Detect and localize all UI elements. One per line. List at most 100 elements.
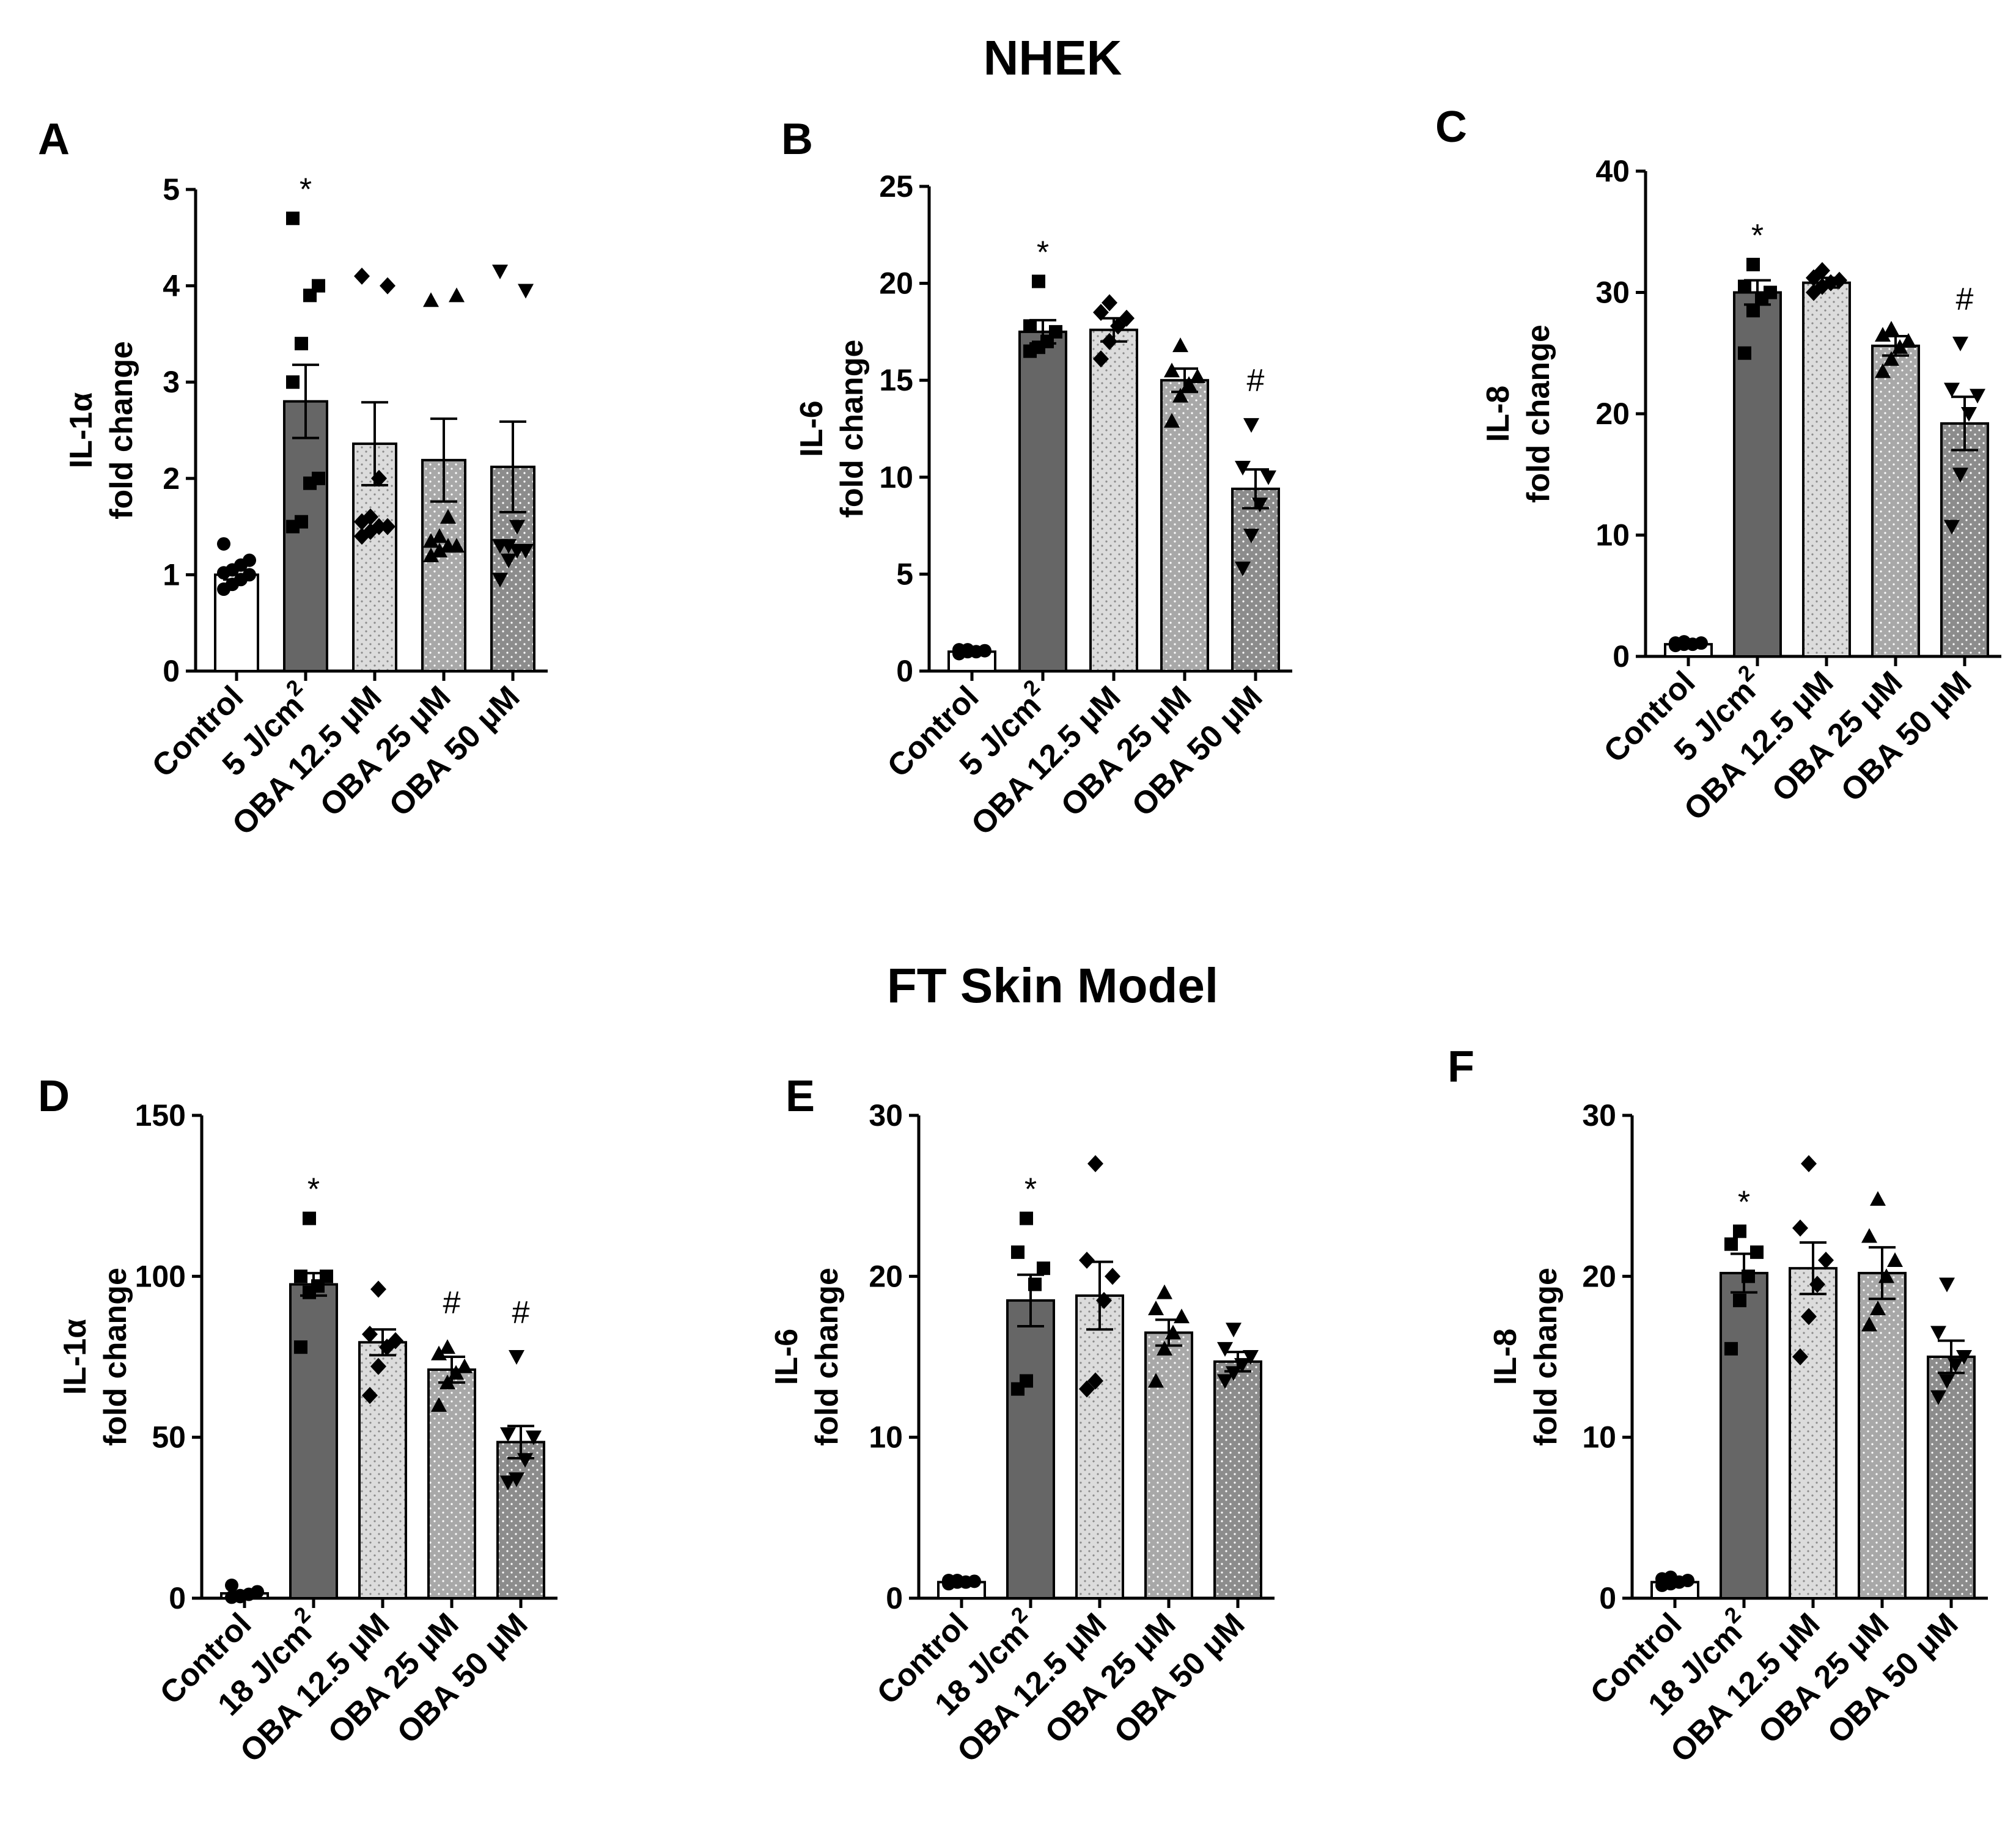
data-point	[1243, 418, 1259, 433]
y-tick-label: 20	[1595, 397, 1630, 431]
data-point	[1234, 1358, 1250, 1373]
data-point	[1956, 1350, 1972, 1365]
data-point	[1235, 460, 1251, 475]
data-point	[371, 469, 387, 487]
data-point	[1792, 1348, 1808, 1365]
data-point	[234, 1590, 247, 1604]
data-point	[517, 1453, 533, 1468]
data-point	[1181, 376, 1197, 391]
y-axis-label: IL-1α	[64, 392, 99, 468]
data-point	[1738, 346, 1751, 360]
data-point	[1952, 336, 1968, 351]
data-point	[1011, 1245, 1025, 1259]
data-point	[1164, 413, 1180, 428]
y-tick-label: 2	[163, 461, 180, 496]
data-point	[1764, 285, 1777, 299]
data-point	[1746, 257, 1760, 271]
data-point	[370, 1280, 386, 1298]
data-point	[501, 553, 517, 568]
y-tick-label: 30	[869, 1098, 903, 1132]
data-point	[1235, 561, 1251, 576]
panel-letter-D: D	[38, 1072, 70, 1121]
bar-3	[1144, 1331, 1193, 1599]
y-tick-label: 25	[879, 169, 913, 204]
data-point	[1105, 1268, 1120, 1285]
data-point	[1900, 332, 1916, 348]
bar-4	[1940, 422, 1989, 658]
data-point	[1939, 1374, 1955, 1389]
y-tick-label: 30	[1582, 1098, 1616, 1132]
y-axis-sublabel: fold change	[1528, 1268, 1564, 1446]
significance-hash: #	[512, 1295, 530, 1331]
bar-1	[1006, 1299, 1055, 1599]
y-tick-label: 0	[1613, 639, 1630, 674]
data-point	[1020, 1374, 1033, 1388]
data-point	[1190, 368, 1205, 383]
bar-1	[283, 400, 328, 672]
section-title-nhek: NHEK	[984, 31, 1122, 85]
data-point	[1260, 470, 1276, 485]
data-point	[1961, 407, 1977, 422]
data-point	[1694, 636, 1708, 650]
data-point	[1677, 635, 1691, 649]
data-point	[500, 1475, 516, 1491]
data-point	[1892, 339, 1908, 354]
data-point	[1930, 1326, 1946, 1341]
data-point	[251, 1585, 264, 1599]
data-point	[1948, 1358, 1963, 1373]
data-point	[509, 1472, 524, 1488]
y-axis-label: IL-6	[769, 1329, 804, 1385]
data-point	[295, 515, 308, 529]
data-point	[1733, 1293, 1746, 1307]
data-point	[1831, 271, 1847, 289]
data-point	[1028, 1277, 1042, 1291]
data-point	[1724, 1237, 1738, 1251]
data-point	[518, 544, 534, 559]
y-tick-label: 50	[152, 1420, 186, 1455]
y-tick-label: 150	[135, 1098, 186, 1132]
data-point	[1093, 304, 1109, 321]
data-point	[1217, 1342, 1233, 1357]
data-point	[423, 292, 439, 307]
data-point	[1102, 294, 1117, 312]
data-point	[1217, 1374, 1233, 1389]
y-axis-label: IL-8	[1481, 386, 1516, 442]
bar-4	[496, 1441, 545, 1599]
panel-letter-F: F	[1448, 1043, 1474, 1092]
y-tick-label: 0	[163, 654, 180, 688]
data-point	[1738, 279, 1751, 293]
y-tick-label: 5	[163, 172, 180, 207]
data-point	[1157, 1284, 1172, 1299]
data-point	[1165, 1324, 1181, 1340]
data-point	[1930, 1390, 1946, 1405]
data-point	[1243, 1350, 1259, 1365]
data-point	[1883, 351, 1899, 366]
data-point	[1861, 1228, 1877, 1243]
y-axis-sublabel: fold change	[809, 1268, 845, 1446]
data-point	[295, 337, 308, 351]
data-point	[1814, 262, 1830, 279]
data-point	[1172, 387, 1188, 403]
data-point	[501, 539, 517, 554]
y-tick-label: 0	[886, 1581, 903, 1615]
bar-2	[1089, 328, 1138, 672]
data-point	[303, 1211, 316, 1225]
data-point	[509, 1350, 524, 1365]
data-point	[1944, 383, 1960, 398]
data-point	[362, 508, 378, 526]
bar-3	[1871, 344, 1920, 658]
y-tick-label: 10	[1595, 518, 1630, 552]
significance-asterisk: *	[1025, 1172, 1037, 1208]
bar-3	[1160, 379, 1209, 672]
significance-hash: #	[1956, 282, 1974, 317]
data-point	[362, 1326, 378, 1343]
data-point	[1174, 1309, 1190, 1324]
data-point	[1020, 1211, 1033, 1225]
data-point	[370, 1357, 386, 1375]
data-point	[225, 1578, 238, 1592]
